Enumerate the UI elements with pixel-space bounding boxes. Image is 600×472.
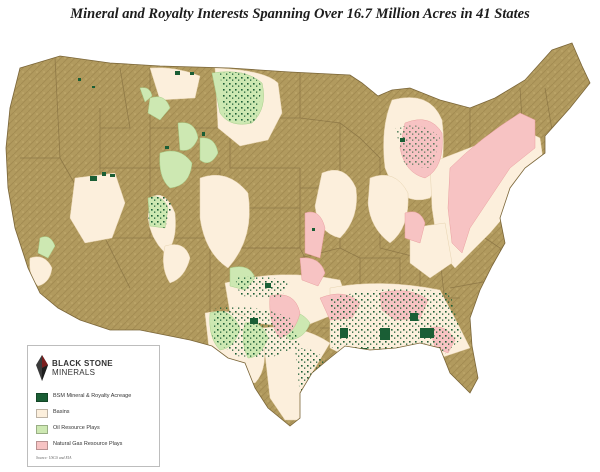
legend-item-gas: Natural Gas Resource Plays xyxy=(36,440,158,452)
diamond-logo-icon xyxy=(36,355,48,381)
company-logo: BLACK STONE MINERALS xyxy=(36,354,156,386)
map-legend: BLACK STONE MINERALS BSM Mineral & Royal… xyxy=(27,345,160,467)
legend-label: Basins xyxy=(53,409,70,415)
legend-label: Oil Resource Plays xyxy=(53,425,100,431)
logo-name-line1: BLACK STONE xyxy=(52,359,113,368)
legend-label: Natural Gas Resource Plays xyxy=(53,441,123,447)
legend-swatch xyxy=(36,441,48,450)
legend-item-basins: Basins xyxy=(36,408,158,420)
legend-item-acreage: BSM Mineral & Royalty Acreage xyxy=(36,392,158,404)
source-note: Source: USGS and EIA xyxy=(36,456,72,460)
legend-swatch xyxy=(36,393,48,402)
legend-swatch xyxy=(36,409,48,418)
legend-item-oil: Oil Resource Plays xyxy=(36,424,158,436)
logo-name-line2: MINERALS xyxy=(52,368,96,377)
legend-label: BSM Mineral & Royalty Acreage xyxy=(53,393,132,399)
map-title: Mineral and Royalty Interests Spanning O… xyxy=(70,6,530,22)
legend-swatch xyxy=(36,425,48,434)
